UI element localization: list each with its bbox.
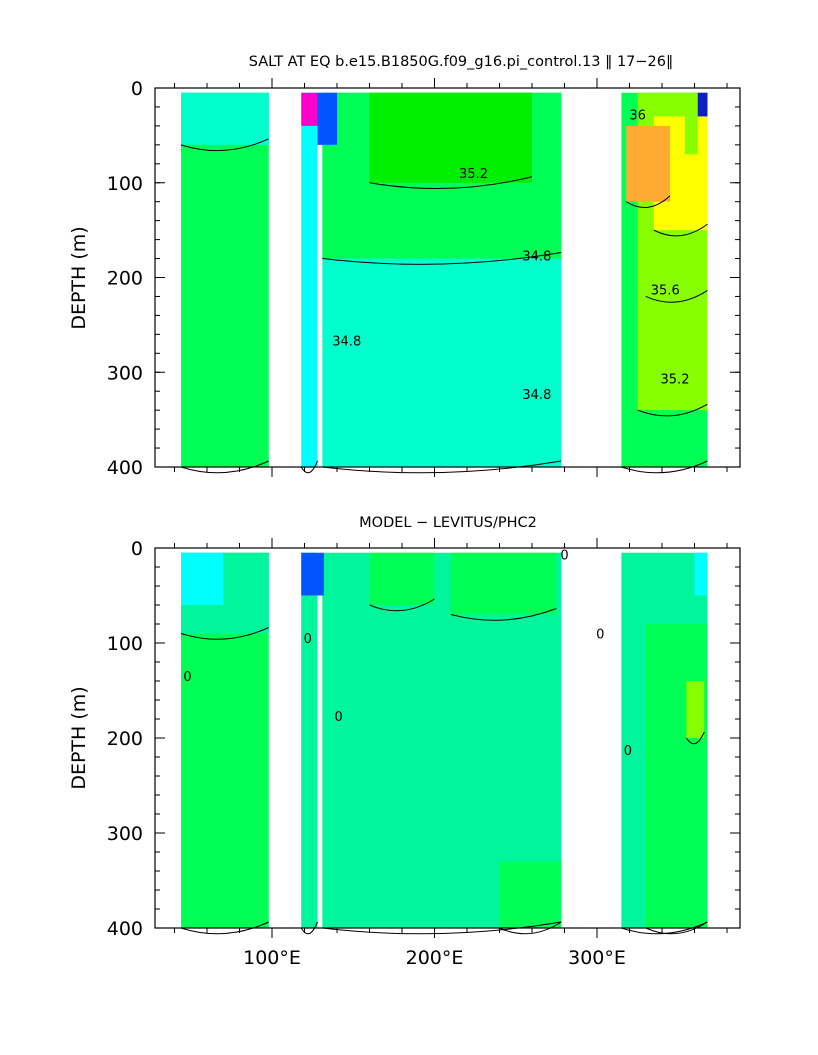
field-accent xyxy=(317,92,337,145)
contour-label: 0 xyxy=(334,710,342,725)
y-axis-title-bottom: DEPTH (m) xyxy=(68,686,90,789)
contour-line xyxy=(645,921,708,935)
y-tick-label: 200 xyxy=(107,268,143,290)
contour-line xyxy=(653,223,708,237)
contour-label: 0 xyxy=(624,744,632,759)
field-region xyxy=(450,552,557,615)
y-tick-labels-top: 0 100 200 300 400 xyxy=(107,78,143,479)
field-region xyxy=(181,92,269,145)
contour-label: 35.2 xyxy=(661,373,690,388)
contour-line xyxy=(322,921,562,935)
y-tick-label: 400 xyxy=(107,457,143,479)
field-region xyxy=(181,92,269,468)
x-tick-label: 300°E xyxy=(568,947,626,969)
y-tick-label: 0 xyxy=(131,538,143,560)
y-tick-labels-bottom: 0 100 200 300 400 xyxy=(107,538,143,940)
x-tick-labels-bottom: 100°E 200°E 300°E xyxy=(243,947,626,969)
x-tick-label: 100°E xyxy=(243,947,301,969)
difference-contour-labels: 0 0 0 0 0 0 xyxy=(183,548,632,759)
contour-line xyxy=(322,252,562,265)
contour-line xyxy=(637,403,708,417)
axis-ticks-top xyxy=(155,78,740,477)
y-tick-label: 100 xyxy=(107,173,143,195)
contour-label: 0 xyxy=(596,627,604,642)
contour-label: 0 xyxy=(304,632,312,647)
y-tick-label: 0 xyxy=(131,78,143,100)
x-tick-label: 200°E xyxy=(406,947,464,969)
contour-line xyxy=(300,460,318,474)
contour-line xyxy=(322,460,562,474)
y-tick-label: 300 xyxy=(107,362,143,384)
contour-label: 34.8 xyxy=(522,388,551,403)
field-region xyxy=(369,552,435,605)
contour-line xyxy=(180,921,269,935)
field-accent xyxy=(301,552,324,596)
y-tick-label: 300 xyxy=(107,823,143,845)
contour-line xyxy=(450,608,557,621)
field-accent xyxy=(301,92,318,126)
contour-label: 34.8 xyxy=(522,249,551,264)
field-accent xyxy=(684,92,698,155)
y-tick-label: 400 xyxy=(107,918,143,940)
panel-title-bottom: MODEL − LEVITUS/PHC2 xyxy=(359,515,537,531)
contour-label: 0 xyxy=(560,548,568,563)
contour-label: 35.2 xyxy=(459,167,488,182)
contour-label: 34.8 xyxy=(332,335,361,350)
panel-title-top: SALT AT EQ b.e15.B1850G.f09_g16.pi_contr… xyxy=(249,54,674,70)
contour-line xyxy=(180,460,269,474)
y-tick-label: 100 xyxy=(107,633,143,655)
field-region xyxy=(301,92,318,468)
field-region xyxy=(626,125,671,202)
y-tick-label: 200 xyxy=(107,728,143,750)
field-region xyxy=(686,681,705,738)
axis-ticks-bottom xyxy=(155,538,740,938)
contour-line xyxy=(499,921,562,935)
difference-contours xyxy=(180,598,708,935)
panel-bottom-difference: MODEL − LEVITUS/PHC2 0 0 0 0 0 0 0 100 200 300 40… xyxy=(68,515,741,969)
contour-line xyxy=(625,195,671,208)
field-region xyxy=(499,861,562,928)
contour-line xyxy=(180,138,269,152)
contour-line xyxy=(180,627,269,640)
contour-label: 36 xyxy=(629,108,646,123)
contour-line xyxy=(369,176,533,189)
difference-field xyxy=(181,552,708,928)
field-accent xyxy=(181,552,224,605)
contour-label: 35.6 xyxy=(651,284,680,299)
contour-line xyxy=(685,731,705,745)
contour-line xyxy=(645,290,708,303)
salinity-contours xyxy=(180,138,708,474)
field-accent xyxy=(694,552,708,596)
y-axis-title-top: DEPTH (m) xyxy=(68,226,90,329)
contour-label: 0 xyxy=(183,670,191,685)
field-region xyxy=(369,92,532,183)
salinity-contour-labels: 35.2 34.8 34.8 34.8 36 35.6 35.2 xyxy=(332,108,689,403)
field-region xyxy=(301,552,318,928)
panel-top-salinity: SALT AT EQ b.e15.B1850G.f09_g16.pi_contr… xyxy=(68,54,741,479)
contour-line xyxy=(300,921,318,935)
contour-line xyxy=(369,598,435,612)
salinity-field xyxy=(181,92,708,468)
field-region xyxy=(645,624,708,928)
